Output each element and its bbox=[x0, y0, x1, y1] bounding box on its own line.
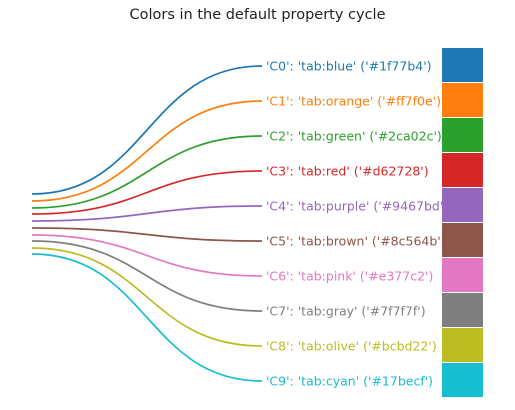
color-swatch-c1 bbox=[442, 83, 483, 117]
color-swatch-c4 bbox=[442, 188, 483, 222]
series-curve-c7 bbox=[31, 240, 263, 312]
color-swatch-c9 bbox=[442, 363, 483, 397]
curves-layer bbox=[31, 65, 263, 382]
series-label-c0: 'C0': 'tab:blue' ('#1f77b4') bbox=[266, 59, 432, 74]
chart-title: Colors in the default property cycle bbox=[129, 7, 386, 23]
series-curve-c3 bbox=[31, 170, 263, 215]
series-label-c8: 'C8': 'tab:olive' ('#bcbd22') bbox=[266, 339, 437, 354]
series-label-c5: 'C5': 'tab:brown' ('#8c564b') bbox=[266, 234, 446, 249]
color-swatch-c6 bbox=[442, 258, 483, 292]
color-swatch-c2 bbox=[442, 118, 483, 152]
series-label-c7: 'C7': 'tab:gray' ('#7f7f7f') bbox=[266, 304, 426, 319]
series-curve-c1 bbox=[31, 100, 263, 202]
series-curve-c5 bbox=[31, 227, 263, 242]
color-swatch-c5 bbox=[442, 223, 483, 257]
series-curve-c8 bbox=[31, 247, 263, 347]
series-curve-c2 bbox=[31, 135, 263, 209]
series-label-c2: 'C2': 'tab:green' ('#2ca02c') bbox=[266, 129, 442, 144]
series-curve-c6 bbox=[31, 234, 263, 277]
color-swatch-c7 bbox=[442, 293, 483, 327]
series-curve-c0 bbox=[31, 65, 263, 195]
series-curve-c9 bbox=[31, 253, 263, 382]
swatches-layer bbox=[442, 48, 483, 397]
series-label-c1: 'C1': 'tab:orange' ('#ff7f0e') bbox=[266, 94, 441, 109]
series-label-c9: 'C9': 'tab:cyan' ('#17becf') bbox=[266, 374, 433, 389]
series-label-c6: 'C6': 'tab:pink' ('#e377c2') bbox=[266, 269, 433, 284]
labels-layer: 'C0': 'tab:blue' ('#1f77b4') 'C1': 'tab:o… bbox=[266, 59, 448, 389]
series-label-c3: 'C3': 'tab:red' ('#d62728') bbox=[266, 164, 429, 179]
color-swatch-c3 bbox=[442, 153, 483, 187]
series-label-c4: 'C4': 'tab:purple' ('#9467bd') bbox=[266, 199, 448, 214]
color-swatch-c8 bbox=[442, 328, 483, 362]
color-swatch-c0 bbox=[442, 48, 483, 82]
series-curve-c4 bbox=[31, 205, 263, 222]
